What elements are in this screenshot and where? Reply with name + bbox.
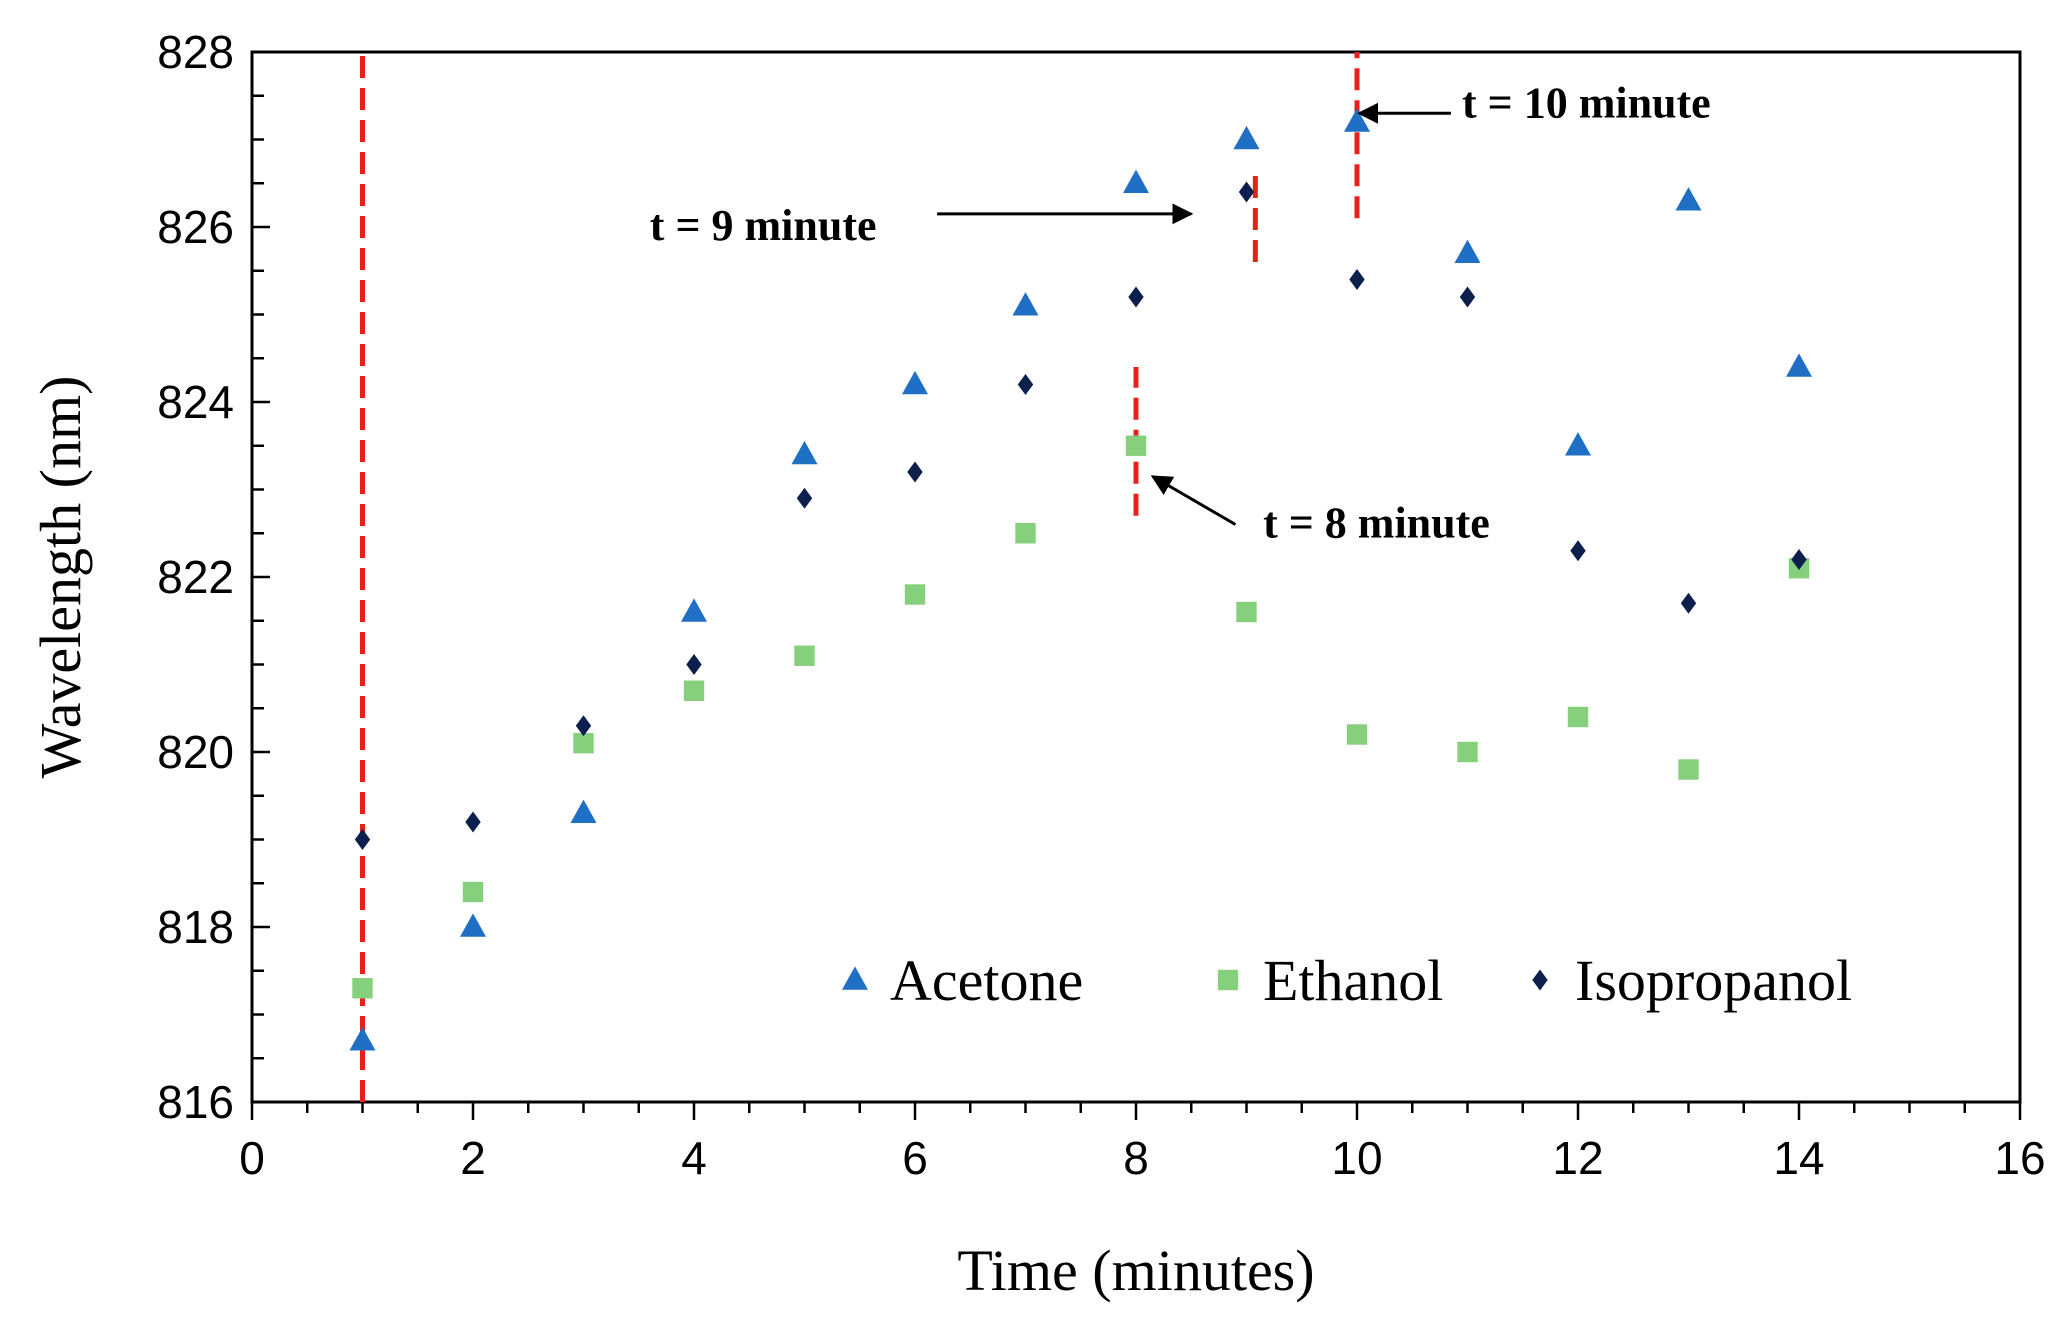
ethanol-point [352, 978, 373, 999]
x-tick-label: 12 [1552, 1132, 1603, 1184]
isopropanol-point [1238, 181, 1255, 203]
x-tick-label: 16 [1994, 1132, 2045, 1184]
legend-label-acetone: Acetone [890, 948, 1083, 1013]
x-tick-label: 2 [460, 1132, 486, 1184]
x-axis-title: Time (minutes) [957, 1238, 1314, 1303]
series-isopropanol [354, 181, 1807, 850]
isopropanol-point [686, 654, 702, 675]
x-tick-label: 10 [1331, 1132, 1382, 1184]
isopropanol-point [796, 487, 813, 509]
y-tick-label: 820 [157, 726, 234, 778]
series-acetone [349, 108, 1812, 1051]
isopropanol-point [1128, 286, 1144, 308]
ethanol-point [573, 733, 594, 754]
isopropanol-point [465, 811, 481, 833]
x-tick-label: 4 [681, 1132, 707, 1184]
isopropanol-point [1017, 374, 1034, 395]
annotation-label: t = 8 minute [1263, 499, 1490, 548]
y-axis-title: Wavelength (nm) [28, 376, 93, 779]
ethanol-point [462, 881, 484, 903]
acetone-point [902, 370, 928, 395]
y-tick-label: 822 [157, 551, 234, 603]
isopropanol-point [1680, 592, 1697, 614]
legend-marker-isopropanol [1532, 969, 1548, 991]
isopropanol-point [1791, 549, 1807, 570]
x-tick-label: 0 [239, 1132, 265, 1184]
plot-frame [250, 50, 2022, 1104]
acetone-point [1012, 292, 1039, 316]
ethanol-point [1236, 601, 1257, 623]
legend-label-ethanol: Ethanol [1263, 948, 1443, 1013]
x-tick-label: 8 [1123, 1132, 1149, 1184]
legend-marker-acetone [842, 966, 868, 990]
acetone-point [1454, 239, 1481, 263]
acetone-point [570, 799, 597, 823]
legend-label-isopropanol: Isopropanol [1575, 948, 1852, 1013]
isopropanol-point [1459, 286, 1476, 308]
y-tick-label: 826 [157, 201, 234, 253]
acetone-point [349, 1027, 376, 1051]
ethanol-point [1125, 435, 1147, 456]
annotation-label: t = 10 minute [1462, 79, 1711, 128]
ethanol-point [794, 645, 815, 666]
legend-marker-ethanol [1217, 969, 1239, 991]
ethanol-point [1567, 706, 1589, 728]
acetone-point [1565, 432, 1591, 456]
x-tick-label: 6 [902, 1132, 928, 1184]
annotation-label: t = 9 minute [650, 201, 877, 250]
isopropanol-point [1349, 269, 1365, 290]
series-ethanol [352, 435, 1810, 999]
x-tick-label: 14 [1773, 1132, 1824, 1184]
isopropanol-point [1570, 540, 1586, 562]
ethanol-point [1015, 523, 1036, 544]
y-tick-label: 828 [157, 26, 234, 78]
data-series [349, 108, 1812, 1051]
acetone-point [791, 440, 818, 465]
acetone-point [1675, 187, 1702, 211]
acetone-point [1786, 353, 1812, 377]
acetone-point [460, 913, 486, 937]
legend: Acetone Ethanol Isopropanol [842, 948, 1852, 1013]
ethanol-point [1346, 724, 1368, 745]
ethanol-point [904, 584, 926, 605]
acetone-point [1344, 108, 1370, 132]
annotations: t = 10 minute t = 9 minute t = 8 minute [650, 79, 1711, 548]
acetone-point [1233, 125, 1260, 150]
ethanol-point [1457, 741, 1478, 763]
y-tick-label: 818 [157, 901, 234, 953]
acetone-point [681, 598, 707, 622]
ethanol-point [683, 680, 705, 701]
annotation-arrow [1150, 475, 1237, 526]
ethanol-point [1678, 759, 1699, 780]
y-tick-label: 824 [157, 376, 234, 428]
y-tick-label: 816 [157, 1076, 234, 1128]
axes: 0 2 4 6 8 10 12 14 16 816 818 820 822 824 826 828 [157, 26, 2045, 1184]
isopropanol-point [907, 461, 923, 483]
isopropanol-point [354, 829, 371, 850]
acetone-point [1123, 169, 1149, 193]
isopropanol-point [575, 715, 592, 737]
